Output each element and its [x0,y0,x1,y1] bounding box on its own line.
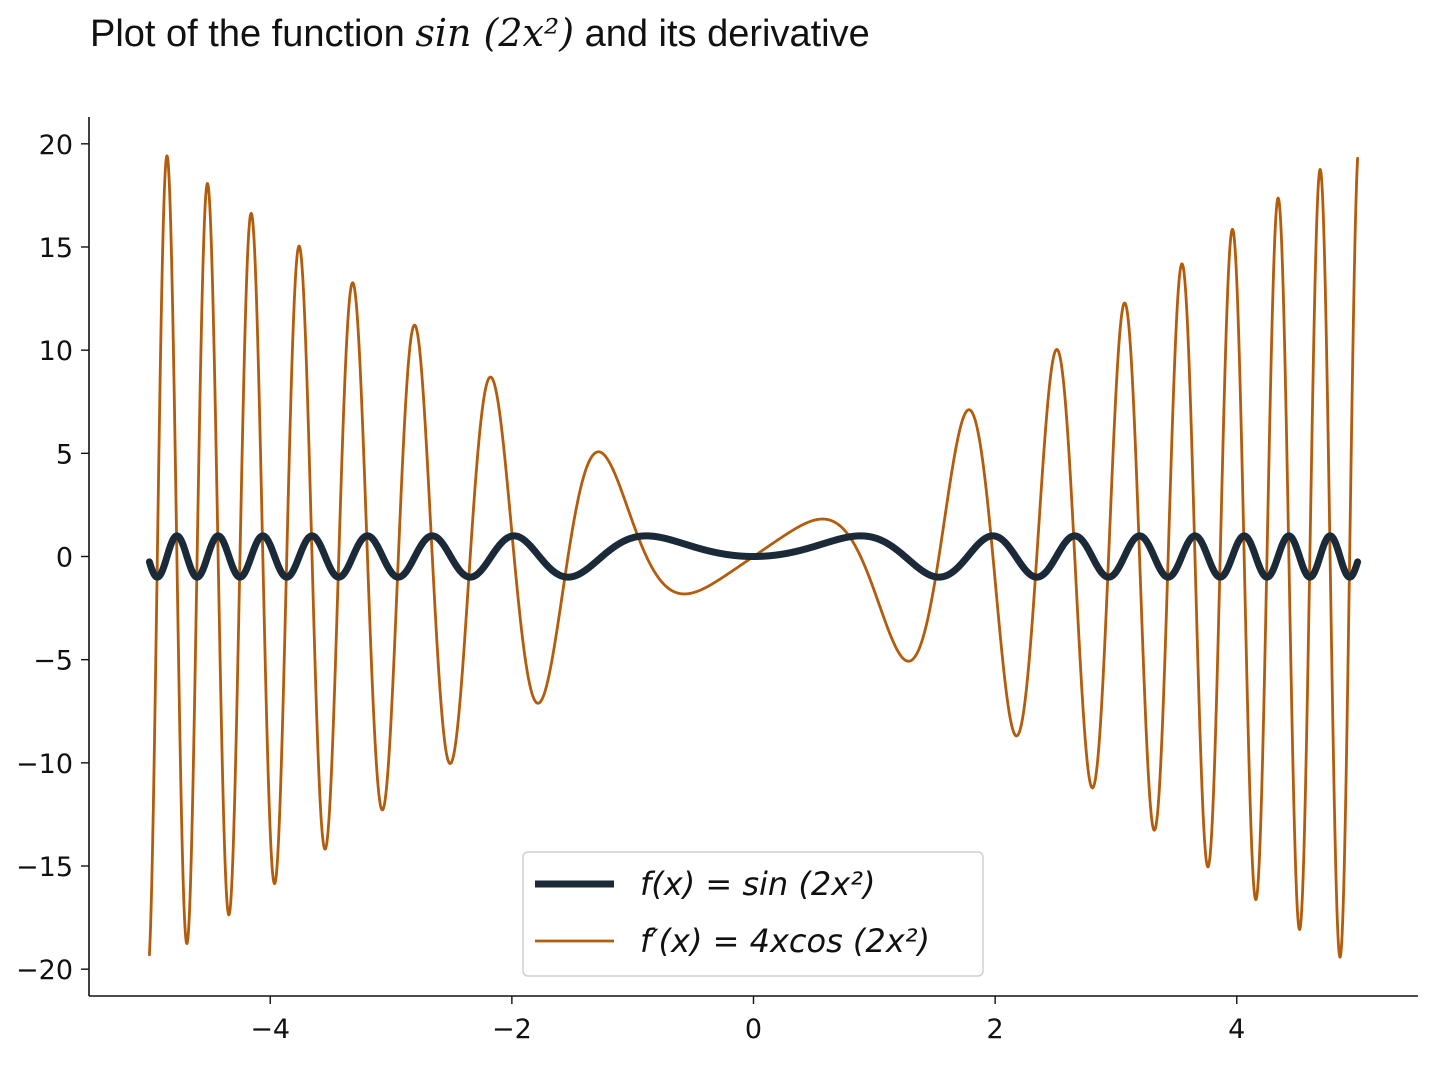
chart-title: Plot of the function sin (2x²) and its d… [90,11,870,55]
y-tick-label: −10 [16,749,73,780]
y-tick-label: 0 [56,543,73,574]
x-tick-label: 0 [745,1014,762,1045]
y-tick-label: −15 [16,852,73,883]
series-line-f [145,532,1362,581]
y-tick-label: 10 [39,336,73,367]
y-tick-label: −20 [16,955,73,986]
x-axis-ticks: −4 −2 0 2 4 [250,996,1245,1045]
y-axis-ticks: 20 15 10 5 0 −5 −10 −15 −20 [16,130,89,986]
x-tick-label: 4 [1228,1014,1245,1045]
y-tick-label: −5 [33,646,73,677]
y-tick-label: 15 [39,233,73,264]
legend-box [522,851,984,977]
x-tick-label: −4 [250,1014,290,1045]
chart-title-prefix: Plot of the function [90,13,415,55]
legend-label-df: f′(x) = 4xcos (2x²) [640,922,930,960]
x-tick-label: 2 [987,1014,1004,1045]
x-tick-label: −2 [492,1014,532,1045]
legend-label-f: f(x) = sin (2x²) [640,865,875,903]
chart-title-suffix: and its derivative [574,13,870,55]
chart-title-math: sin (2x²) [415,11,574,55]
series-layer [145,154,1362,959]
legend: f(x) = sin (2x²) f′(x) = 4xcos (2x²) [522,851,984,977]
y-tick-label: 5 [56,439,73,470]
y-tick-label: 20 [39,130,73,161]
